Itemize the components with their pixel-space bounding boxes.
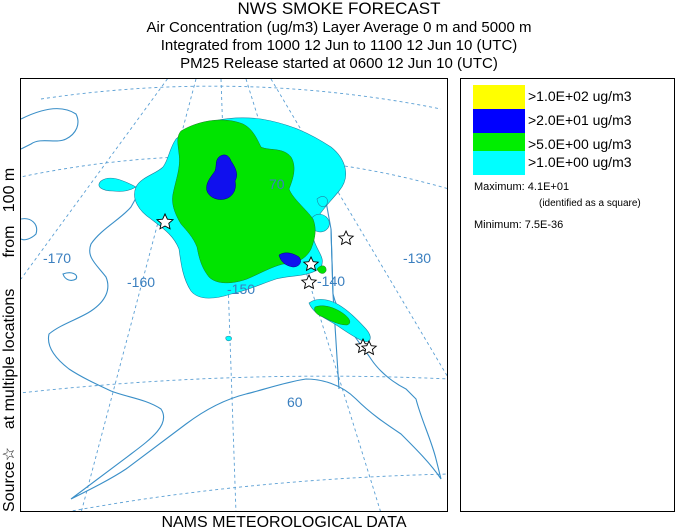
map-panel: -170 -160 -150 -140 -130 70 60 [20,78,448,512]
plume-cyan-east2 [316,196,328,208]
legend-label-green: >5.0E+00 ug/m3 [528,136,632,152]
lat-label-70: 70 [269,176,285,192]
subtitle-release: PM25 Release started at 0600 12 Jun 10 (… [180,55,498,72]
lat-label-60: 60 [287,394,303,410]
longitude-line-140 [245,79,381,511]
latitude-line-50 [69,473,447,511]
source-star-4 [300,273,318,290]
lon-label-170: -170 [43,250,71,266]
source-star-6 [360,339,378,356]
plume-green-southeast [314,305,351,326]
st-lawrence-island [62,272,78,281]
source-label: Source☆ at multiple locations from 100 m [1,167,18,512]
plume-blue-east [278,252,301,268]
lon-label-130: -130 [403,250,431,266]
lon-label-150: -150 [227,281,255,297]
longitude-line-170 [21,79,168,280]
legend-label-yellow: >1.0E+02 ug/m3 [528,88,632,104]
plume-green-main [172,119,316,284]
legend-label-cyan: >1.0E+00 ug/m3 [528,154,632,170]
footer-data-source: NAMS METEOROLOGICAL DATA [161,514,407,531]
minimum-value: Minimum: 7.5E-36 [474,219,564,231]
chukotka-coastline [21,108,79,150]
maximum-value: Maximum: 4.1E+01 [474,181,570,193]
plume-blue-center [206,154,237,200]
source-star-3 [302,255,320,272]
source-markers [155,212,378,356]
lon-label-160: -160 [127,274,155,290]
lon-label-140: -140 [317,273,345,289]
legend-swatch-yellow [473,85,525,109]
plume-cyan-west [98,177,137,192]
latitude-line-60 [21,375,447,394]
legend-swatch-blue [473,109,525,133]
longitude-line-130 [270,79,447,377]
maximum-note: (identified as a square) [539,198,641,209]
plume-green-east [316,265,327,274]
source-star-1 [155,212,175,230]
source-star-2 [337,229,355,246]
plume-cyan-speck [225,335,232,342]
graticule [21,79,447,511]
alaska-map: -170 -160 -150 -140 -130 70 60 [21,79,447,511]
subtitle-concentration: Air Concentration (ug/m3) Layer Average … [146,19,532,36]
plume-green [172,119,351,326]
subtitle-integration: Integrated from 1000 12 Jun to 1100 12 J… [160,37,518,54]
legend-panel: >1.0E+02 ug/m3 >2.0E+01 ug/m3 >5.0E+00 u… [460,78,675,512]
siberia-tip [21,218,38,241]
latitude-line-80 [40,85,442,110]
forecast-title: NWS SMOKE FORECAST [237,0,441,18]
plume-blue [206,154,301,268]
legend-swatch-cyan [473,151,525,175]
canada-boundary [330,228,340,390]
legend-label-blue: >2.0E+01 ug/m3 [528,112,632,128]
